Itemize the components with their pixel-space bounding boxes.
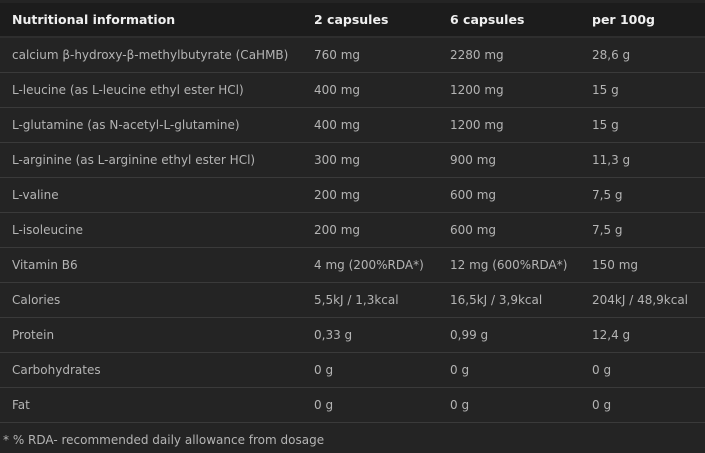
header-cell: per 100g (592, 12, 655, 27)
table-cell: 0,33 g (314, 328, 353, 342)
table-row: L-glutamine (as N-acetyl-L-glutamine) 400… (0, 108, 705, 143)
table-cell: Vitamin B6 (12, 258, 78, 272)
table-cell: 900 mg (450, 153, 497, 167)
table-cell: 400 mg (314, 118, 361, 132)
table-cell: 7,5 g (592, 223, 623, 237)
table-cell: 0 g (592, 398, 612, 412)
table-cell: 300 mg (314, 153, 361, 167)
header-cell: 2 capsules (314, 12, 389, 27)
table-cell: 28,6 g (592, 48, 631, 62)
table-cell: 0 g (450, 398, 470, 412)
table-cell: 16,5kJ / 3,9kcal (450, 293, 543, 307)
header-cell: Nutritional information (12, 12, 176, 27)
footnote: * % RDA- recommended daily allowance fro… (3, 433, 325, 447)
table-cell: 5,5kJ / 1,3kcal (314, 293, 399, 307)
table-row: L-arginine (as L-arginine ethyl ester HC… (0, 143, 705, 178)
table-row: L-leucine (as L-leucine ethyl ester HCl)… (0, 73, 705, 108)
table-cell: 2280 mg (450, 48, 504, 62)
table-header: Nutritional information 2 capsules 6 cap… (0, 3, 705, 38)
table-cell: L-isoleucine (12, 223, 83, 237)
table-row: Carbohydrates 0 g 0 g 0 g (0, 353, 705, 388)
table-cell: 15 g (592, 118, 619, 132)
table-cell: 15 g (592, 83, 619, 97)
table-cell: 600 mg (450, 188, 497, 202)
table-cell: 150 mg (592, 258, 639, 272)
table-row: L-isoleucine 200 mg 600 mg 7,5 g (0, 213, 705, 248)
table-row: calcium β-hydroxy-β-methylbutyrate (CaHM… (0, 38, 705, 73)
table-cell: Fat (12, 398, 30, 412)
header-cell: 6 capsules (450, 12, 525, 27)
table-row: Protein 0,33 g 0,99 g 12,4 g (0, 318, 705, 353)
table-cell: 0 g (592, 363, 612, 377)
table-cell: 1200 mg (450, 118, 504, 132)
table-cell: Protein (12, 328, 55, 342)
table-cell: 400 mg (314, 83, 361, 97)
table-cell: L-arginine (as L-arginine ethyl ester HC… (12, 153, 256, 167)
table-cell: L-leucine (as L-leucine ethyl ester HCl) (12, 83, 244, 97)
table-cell: 200 mg (314, 188, 361, 202)
table-cell: 0 g (314, 363, 334, 377)
table-cell: 11,3 g (592, 153, 631, 167)
table-cell: 600 mg (450, 223, 497, 237)
table-cell: 1200 mg (450, 83, 504, 97)
table-cell: 4 mg (200%RDA*) (314, 258, 424, 272)
table-cell: 760 mg (314, 48, 361, 62)
table-row: Vitamin B6 4 mg (200%RDA*) 12 mg (600%RDA*… (0, 248, 705, 283)
table-cell: 7,5 g (592, 188, 623, 202)
table-cell: 204kJ / 48,9kcal (592, 293, 689, 307)
table-cell: 12 mg (600%RDA*) (450, 258, 568, 272)
table-cell: 0 g (314, 398, 334, 412)
table-cell: 200 mg (314, 223, 361, 237)
table-row: L-valine 200 mg 600 mg 7,5 g (0, 178, 705, 213)
table-cell: Calories (12, 293, 61, 307)
table-cell: 0 g (450, 363, 470, 377)
table-row: Fat 0 g 0 g 0 g (0, 388, 705, 423)
table-cell: calcium β-hydroxy-β-methylbutyrate (CaHM… (12, 48, 289, 62)
table-cell: L-glutamine (as N-acetyl-L-glutamine) (12, 118, 240, 132)
table-cell: 0,99 g (450, 328, 489, 342)
table-cell: L-valine (12, 188, 59, 202)
table-row: Calories 5,5kJ / 1,3kcal 16,5kJ / 3,9kcal 2… (0, 283, 705, 318)
table-cell: 12,4 g (592, 328, 631, 342)
table-cell: Carbohydrates (12, 363, 101, 377)
